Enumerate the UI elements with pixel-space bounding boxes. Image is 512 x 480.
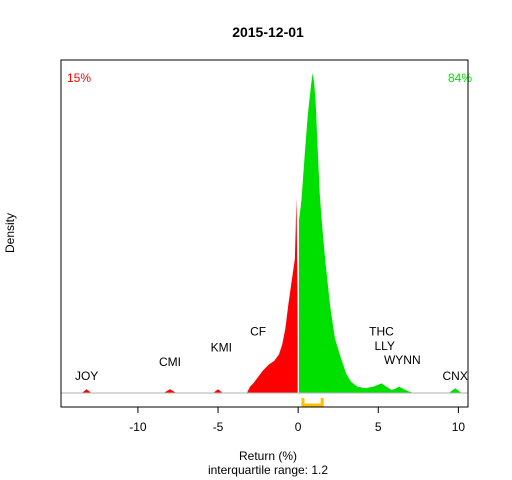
negative-density-area <box>81 197 299 393</box>
x-axis-label: Return (%) <box>239 449 297 463</box>
ticker-label: WYNN <box>384 353 421 367</box>
ticker-label: CF <box>250 324 266 338</box>
x-tick-label: -10 <box>129 420 147 434</box>
iqr-mark <box>301 398 324 407</box>
x-axis: -10 -5 0 5 10 <box>129 407 465 434</box>
ticker-label: LLY <box>374 339 394 353</box>
ticker-label: KMI <box>211 340 232 354</box>
x-tick-label: 5 <box>375 420 382 434</box>
x-tick-label: 10 <box>452 420 466 434</box>
density-areas <box>81 73 462 393</box>
positive-share-label: 84% <box>448 71 472 85</box>
x-tick-label: 0 <box>295 420 302 434</box>
positive-density-area <box>299 73 462 393</box>
x-tick-label: -5 <box>213 420 224 434</box>
plot-frame <box>60 59 469 408</box>
ticker-label: JOY <box>75 369 98 383</box>
ticker-label: CMI <box>159 355 181 369</box>
chart-title: 2015-12-01 <box>232 24 304 40</box>
y-axis-label: Density <box>3 213 17 253</box>
ticker-label: CNX <box>443 369 468 383</box>
negative-share-label: 15% <box>67 71 91 85</box>
ticker-label: THC <box>369 324 394 338</box>
iqr-bracket <box>301 398 324 407</box>
iqr-label: interquartile range: 1.2 <box>208 463 328 477</box>
